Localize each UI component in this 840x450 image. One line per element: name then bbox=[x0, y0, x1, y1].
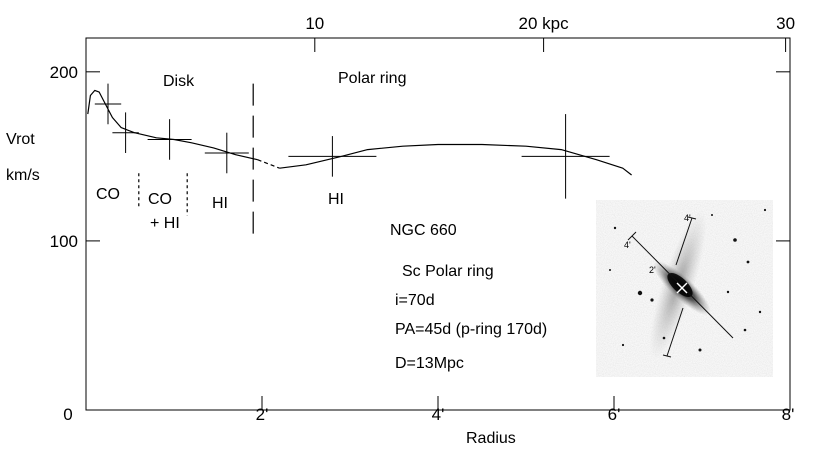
x-axis-label: Radius bbox=[466, 430, 516, 447]
bottom-tick-label-0: 0 bbox=[63, 405, 72, 424]
label-co-hi-line2: + HI bbox=[150, 215, 180, 232]
top-axis-ticks: 10 20 kpc 30 bbox=[305, 14, 795, 52]
top-tick-label-1: 20 kpc bbox=[519, 14, 570, 33]
inset-label-2: 2' bbox=[649, 265, 656, 275]
label-co-hi-line1: CO bbox=[148, 191, 172, 208]
bottom-tick-label-2: 4' bbox=[432, 405, 445, 424]
inset-stars bbox=[609, 208, 767, 352]
top-tick-label-0: 10 bbox=[305, 14, 324, 33]
rotation-curve bbox=[87, 89, 632, 176]
info-name: NGC 660 bbox=[390, 222, 457, 239]
label-disk: Disk bbox=[163, 73, 195, 90]
curve-disk bbox=[87, 89, 258, 161]
left-axis-ticks: 100 200 bbox=[50, 63, 790, 251]
label-co: CO bbox=[96, 186, 120, 203]
bottom-axis-ticks: 0 2' 4' 6' 8' bbox=[63, 396, 794, 424]
inset-label-4b: 4' bbox=[684, 213, 691, 223]
galaxy-inset-image: 4' 4' 2' bbox=[596, 200, 773, 377]
region-separators bbox=[138, 83, 254, 241]
left-tick-label-1: 200 bbox=[50, 63, 78, 82]
inset-label-4a: 4' bbox=[624, 240, 631, 250]
info-position-angle: PA=45d (p-ring 170d) bbox=[395, 321, 547, 338]
y-axis-label-line2: km/s bbox=[6, 167, 40, 184]
y-axis-label-line1: Vrot bbox=[6, 131, 35, 148]
label-hi-ring: HI bbox=[328, 191, 344, 208]
left-tick-label-0: 100 bbox=[50, 232, 78, 251]
info-distance: D=13Mpc bbox=[395, 355, 464, 372]
label-hi-disk: HI bbox=[212, 195, 228, 212]
inset-center-marker bbox=[676, 282, 688, 294]
info-type: Sc Polar ring bbox=[402, 263, 494, 280]
inset-ring-axis-bottom bbox=[666, 307, 684, 357]
bottom-tick-label-4: 8' bbox=[782, 405, 795, 424]
curve-gap bbox=[257, 159, 280, 169]
bottom-tick-label-1: 2' bbox=[256, 405, 269, 424]
bottom-tick-label-3: 6' bbox=[608, 405, 621, 424]
error-crosses bbox=[94, 83, 610, 199]
inset-ring-axis-top bbox=[675, 217, 693, 266]
label-polar-ring: Polar ring bbox=[338, 70, 406, 87]
top-tick-label-2: 30 bbox=[776, 14, 795, 33]
curve-polar-ring bbox=[279, 143, 632, 176]
info-inclination: i=70d bbox=[395, 292, 435, 309]
